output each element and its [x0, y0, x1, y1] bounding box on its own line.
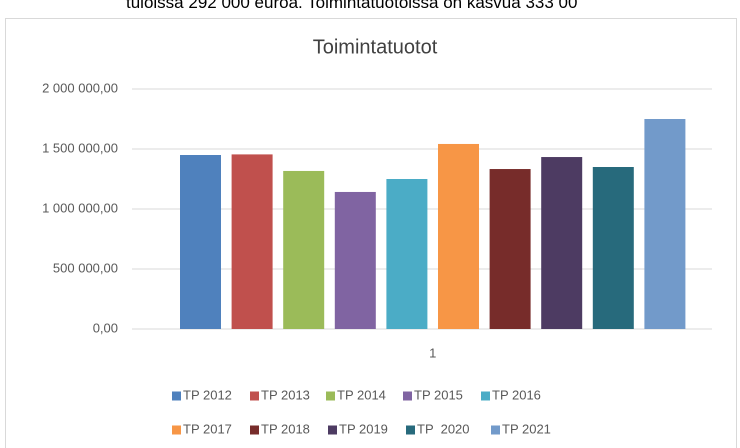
legend-label: TP 2020: [417, 421, 470, 436]
bar: [438, 143, 479, 329]
bar: [334, 191, 376, 329]
legend-label: TP 2018: [261, 421, 310, 436]
y-tick-label: 1 500 000,00: [42, 140, 118, 155]
legend-swatch: [250, 425, 259, 435]
bar: [231, 154, 273, 329]
legend-swatch: [406, 425, 415, 435]
bar: [592, 167, 634, 329]
legend-label: TP 2013: [261, 387, 310, 402]
legend-label: TP 2019: [339, 421, 388, 436]
chart-title: Toimintatuotot: [313, 36, 438, 58]
legend-label: TP 2017: [183, 421, 232, 436]
bar: [644, 119, 686, 329]
x-tick-label: 1: [429, 345, 436, 360]
legend-swatch: [172, 425, 181, 435]
legend-label: TP 2012: [183, 387, 232, 402]
y-tick-label: 500 000,00: [53, 260, 118, 275]
legend-label: TP 2021: [502, 421, 551, 436]
bar: [386, 179, 428, 329]
legend-label: TP 2015: [414, 387, 463, 402]
legend-swatch: [172, 391, 181, 401]
bar: [283, 170, 325, 329]
legend-swatch: [250, 391, 259, 401]
caption: tuloissa 292 000 euroa. Toimintatuotoiss…: [126, 0, 577, 12]
y-tick-label: 1 000 000,00: [42, 200, 118, 215]
bar: [180, 155, 221, 329]
y-tick-label: 2 000 000,00: [42, 80, 118, 95]
bar: [489, 169, 531, 329]
legend-swatch: [326, 391, 335, 401]
legend-label: TP 2014: [337, 387, 386, 402]
legend-swatch: [491, 425, 500, 435]
legend-swatch: [481, 391, 490, 401]
y-tick-label: 0,00: [93, 320, 118, 335]
legend-label: TP 2016: [492, 387, 541, 402]
bar: [541, 157, 583, 329]
legend-swatch: [328, 425, 337, 435]
legend-swatch: [403, 391, 412, 401]
